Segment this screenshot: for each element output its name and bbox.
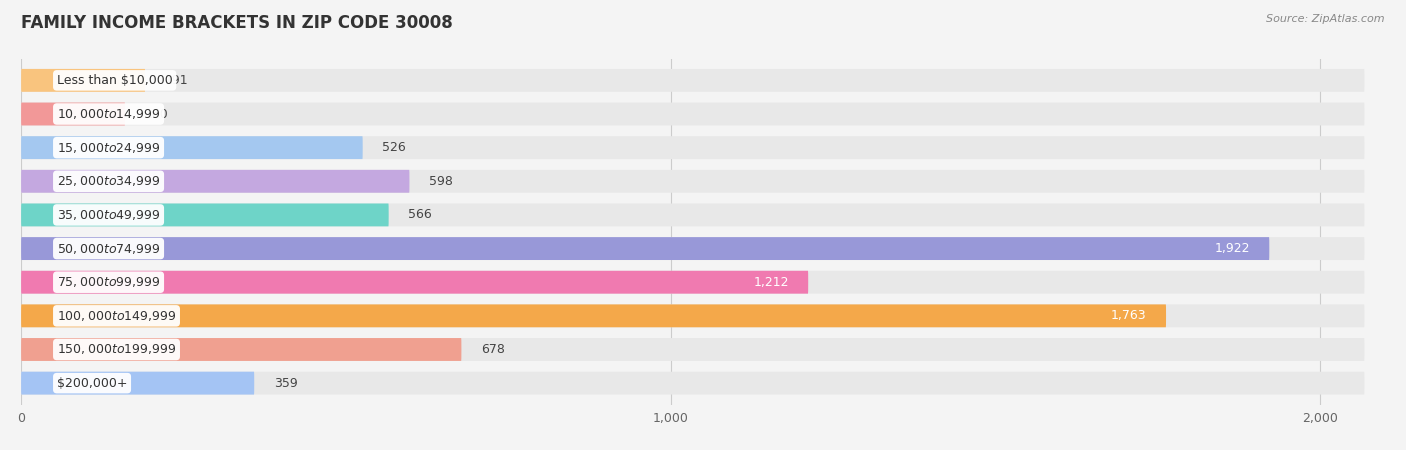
FancyBboxPatch shape <box>21 203 1364 226</box>
FancyBboxPatch shape <box>21 103 1364 126</box>
Text: $15,000 to $24,999: $15,000 to $24,999 <box>56 141 160 155</box>
FancyBboxPatch shape <box>21 372 1364 395</box>
Text: $35,000 to $49,999: $35,000 to $49,999 <box>56 208 160 222</box>
Text: 566: 566 <box>408 208 432 221</box>
FancyBboxPatch shape <box>21 237 1270 260</box>
Text: $150,000 to $199,999: $150,000 to $199,999 <box>56 342 176 356</box>
FancyBboxPatch shape <box>21 304 1364 327</box>
Text: 1,922: 1,922 <box>1215 242 1250 255</box>
Text: 359: 359 <box>274 377 298 390</box>
Text: 598: 598 <box>429 175 453 188</box>
FancyBboxPatch shape <box>21 170 1364 193</box>
Text: 1,763: 1,763 <box>1111 309 1146 322</box>
Text: 191: 191 <box>165 74 188 87</box>
FancyBboxPatch shape <box>21 237 1364 260</box>
Text: $100,000 to $149,999: $100,000 to $149,999 <box>56 309 176 323</box>
FancyBboxPatch shape <box>21 136 363 159</box>
Text: $25,000 to $34,999: $25,000 to $34,999 <box>56 174 160 188</box>
FancyBboxPatch shape <box>21 271 808 294</box>
Text: 1,212: 1,212 <box>754 276 789 289</box>
Text: $10,000 to $14,999: $10,000 to $14,999 <box>56 107 160 121</box>
Text: Less than $10,000: Less than $10,000 <box>56 74 173 87</box>
Text: $50,000 to $74,999: $50,000 to $74,999 <box>56 242 160 256</box>
FancyBboxPatch shape <box>21 203 388 226</box>
FancyBboxPatch shape <box>21 69 1364 92</box>
FancyBboxPatch shape <box>21 69 145 92</box>
Text: Source: ZipAtlas.com: Source: ZipAtlas.com <box>1267 14 1385 23</box>
FancyBboxPatch shape <box>21 103 125 126</box>
FancyBboxPatch shape <box>21 338 461 361</box>
FancyBboxPatch shape <box>21 338 1364 361</box>
Text: 526: 526 <box>382 141 406 154</box>
FancyBboxPatch shape <box>21 136 1364 159</box>
FancyBboxPatch shape <box>21 170 409 193</box>
FancyBboxPatch shape <box>21 372 254 395</box>
FancyBboxPatch shape <box>21 304 1166 327</box>
Text: $200,000+: $200,000+ <box>56 377 128 390</box>
FancyBboxPatch shape <box>21 271 1364 294</box>
Text: FAMILY INCOME BRACKETS IN ZIP CODE 30008: FAMILY INCOME BRACKETS IN ZIP CODE 30008 <box>21 14 453 32</box>
Text: 678: 678 <box>481 343 505 356</box>
Text: 160: 160 <box>145 108 169 121</box>
Text: $75,000 to $99,999: $75,000 to $99,999 <box>56 275 160 289</box>
